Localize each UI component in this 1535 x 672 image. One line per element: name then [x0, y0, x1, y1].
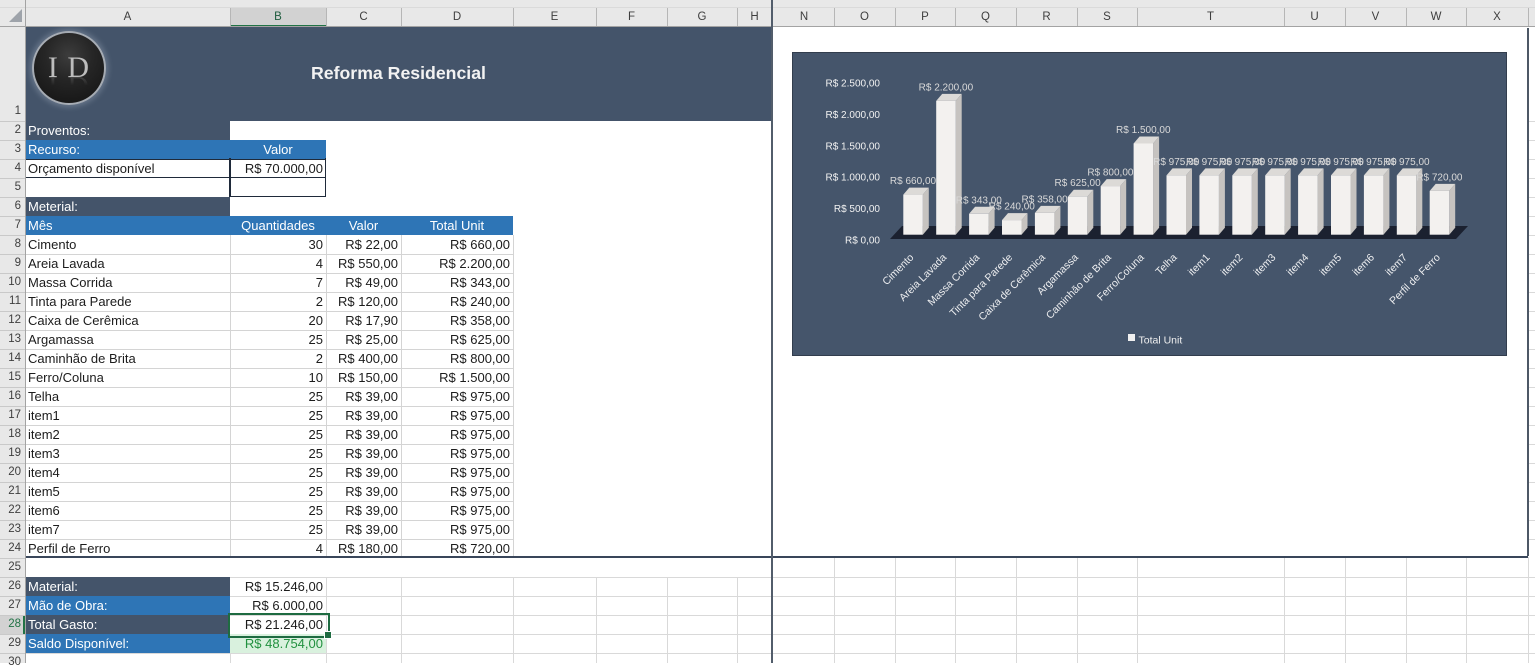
- svg-text:R$ 975,00: R$ 975,00: [1351, 157, 1398, 168]
- svg-text:R$ 975,00: R$ 975,00: [1285, 157, 1332, 168]
- svg-text:R$ 343,00: R$ 343,00: [956, 195, 1003, 206]
- svg-text:R$ 358,00: R$ 358,00: [1022, 194, 1069, 205]
- svg-text:R$ 0,00: R$ 0,00: [845, 236, 880, 247]
- svg-text:R$ 975,00: R$ 975,00: [1252, 157, 1299, 168]
- svg-text:R$ 800,00: R$ 800,00: [1087, 168, 1134, 179]
- svg-text:R$ 975,00: R$ 975,00: [1383, 157, 1430, 168]
- svg-text:R$ 500,00: R$ 500,00: [834, 204, 881, 215]
- svg-text:R$ 2.500,00: R$ 2.500,00: [826, 79, 881, 90]
- svg-text:R$ 1.500,00: R$ 1.500,00: [826, 141, 881, 152]
- svg-text:R$ 2.000,00: R$ 2.000,00: [826, 110, 881, 121]
- svg-text:R$ 1.000,00: R$ 1.000,00: [826, 173, 881, 184]
- svg-text:R$ 720,00: R$ 720,00: [1416, 172, 1463, 183]
- svg-text:R$ 975,00: R$ 975,00: [1153, 157, 1200, 168]
- svg-text:R$ 975,00: R$ 975,00: [1186, 157, 1233, 168]
- svg-text:R$ 975,00: R$ 975,00: [1318, 157, 1365, 168]
- svg-text:R$ 975,00: R$ 975,00: [1219, 157, 1266, 168]
- svg-text:R$ 625,00: R$ 625,00: [1055, 178, 1102, 189]
- svg-text:Total Unit: Total Unit: [1139, 335, 1183, 347]
- svg-text:R$ 2.200,00: R$ 2.200,00: [919, 82, 974, 93]
- svg-text:R$ 1.500,00: R$ 1.500,00: [1116, 125, 1171, 136]
- svg-text:R$ 660,00: R$ 660,00: [890, 176, 937, 187]
- svg-text:R$ 240,00: R$ 240,00: [989, 202, 1036, 213]
